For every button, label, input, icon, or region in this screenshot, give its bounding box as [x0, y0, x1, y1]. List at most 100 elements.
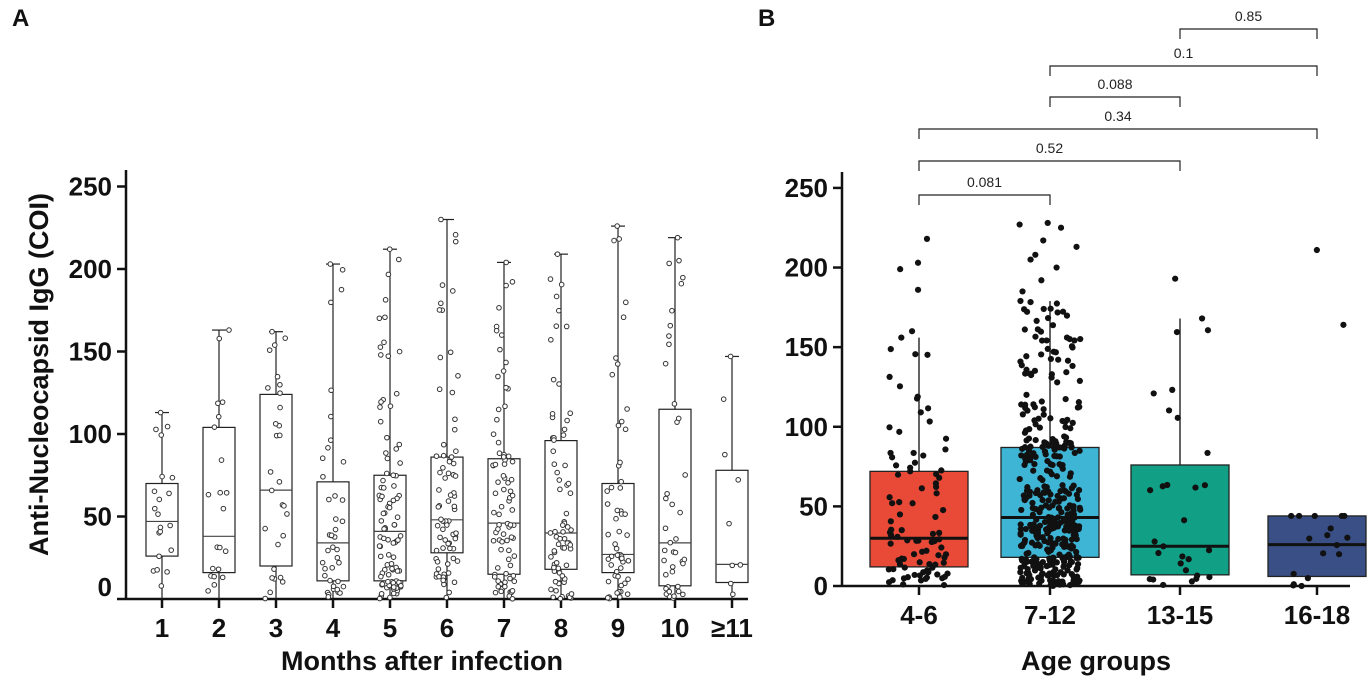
- data-point: [885, 566, 892, 573]
- data-point: [444, 522, 450, 528]
- data-point: [438, 516, 444, 523]
- data-point: [1054, 379, 1061, 386]
- data-point: [378, 573, 384, 580]
- data-point: [901, 564, 908, 571]
- data-point: [941, 573, 948, 580]
- data-point: [564, 417, 570, 424]
- data-point: [1033, 317, 1040, 325]
- data-point: [1030, 521, 1037, 528]
- data-point: [1060, 563, 1067, 570]
- data-point: [1043, 526, 1050, 533]
- data-point: [942, 435, 950, 442]
- data-point: [604, 501, 611, 507]
- data-point: [384, 455, 391, 462]
- data-point: [1059, 417, 1066, 425]
- data-point: [1320, 550, 1327, 557]
- data-point: [1039, 443, 1046, 451]
- data-point: [377, 418, 384, 425]
- data-point: [1018, 577, 1025, 585]
- data-point: [1062, 488, 1069, 495]
- data-point: [1055, 535, 1062, 543]
- data-point: [437, 469, 443, 476]
- data-point: [1021, 558, 1028, 565]
- data-point: [511, 553, 518, 559]
- data-point: [452, 231, 459, 238]
- box-iqr: [316, 481, 350, 582]
- data-point: [496, 450, 503, 457]
- data-point: [1049, 524, 1056, 531]
- data-point: [385, 552, 392, 558]
- data-point: [389, 565, 395, 572]
- data-point: [1032, 453, 1039, 460]
- data-point: [1077, 335, 1084, 343]
- p-value-label: 0.088: [1097, 76, 1132, 92]
- data-point: [395, 537, 401, 543]
- data-point: [557, 595, 564, 602]
- data-point: [440, 526, 446, 533]
- data-point: [675, 583, 681, 590]
- y-tick-label: 100: [69, 419, 112, 449]
- data-point: [272, 420, 279, 427]
- data-point: [1069, 362, 1076, 370]
- data-point: [509, 507, 516, 513]
- data-point: [1026, 580, 1033, 588]
- data-point: [904, 537, 911, 544]
- data-point: [265, 385, 271, 391]
- p-value-label: 0.34: [1104, 108, 1131, 124]
- box-month-9: [601, 223, 635, 602]
- bracket-line: [918, 194, 1051, 205]
- data-point: [896, 383, 904, 390]
- data-point: [1045, 497, 1052, 504]
- data-point: [379, 581, 386, 587]
- data-point: [508, 534, 515, 540]
- data-point: [397, 460, 403, 466]
- data-point: [1034, 487, 1041, 494]
- data-point: [567, 410, 574, 417]
- data-point: [564, 524, 571, 530]
- data-point: [209, 565, 216, 572]
- data-point: [934, 571, 941, 578]
- data-point: [396, 348, 403, 355]
- data-point: [325, 594, 332, 600]
- data-point: [1028, 539, 1036, 546]
- data-point: [681, 556, 688, 563]
- data-point: [330, 544, 336, 550]
- data-point: [1064, 416, 1071, 423]
- data-point: [1298, 582, 1305, 590]
- y-tick-label: 50: [83, 502, 112, 532]
- data-point: [329, 564, 335, 571]
- data-point: [616, 236, 622, 242]
- p-value-bracket: 0.52: [918, 140, 1181, 171]
- data-point: [563, 562, 570, 569]
- data-point: [604, 595, 611, 601]
- data-point: [1164, 481, 1171, 489]
- data-point: [1198, 315, 1206, 322]
- data-point: [1177, 560, 1184, 567]
- box-iqr: [202, 426, 236, 574]
- data-point: [511, 578, 518, 585]
- data-point: [550, 448, 557, 455]
- data-point: [219, 574, 226, 581]
- data-point: [495, 406, 502, 413]
- data-point: [1047, 305, 1054, 312]
- data-point: [1046, 571, 1053, 578]
- data-point: [1075, 487, 1083, 494]
- data-point: [615, 422, 622, 429]
- data-point: [385, 536, 391, 543]
- data-point: [495, 578, 501, 584]
- data-point: [1040, 406, 1047, 413]
- data-point: [941, 554, 948, 561]
- data-point: [281, 503, 287, 509]
- data-point: [913, 537, 920, 544]
- data-point: [557, 535, 563, 542]
- data-point: [1068, 343, 1076, 350]
- data-point: [889, 500, 896, 507]
- data-point: [503, 570, 509, 577]
- data-point: [211, 582, 218, 588]
- data-point: [504, 537, 510, 544]
- data-point: [1204, 449, 1211, 457]
- data-point: [674, 234, 681, 241]
- data-point: [153, 426, 159, 433]
- data-point: [622, 511, 628, 517]
- data-point: [500, 368, 507, 374]
